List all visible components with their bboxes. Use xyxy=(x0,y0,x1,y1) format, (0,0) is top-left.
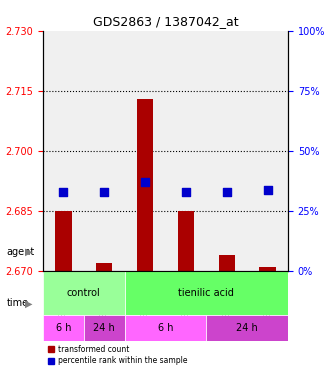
Bar xyxy=(96,263,113,271)
Text: 6 h: 6 h xyxy=(158,323,173,333)
Point xyxy=(142,179,148,185)
FancyBboxPatch shape xyxy=(84,315,125,341)
Point xyxy=(61,189,66,195)
Legend: transformed count, percentile rank within the sample: transformed count, percentile rank withi… xyxy=(47,345,188,366)
Text: ▶: ▶ xyxy=(25,298,32,308)
Text: agent: agent xyxy=(7,247,35,257)
Text: tienilic acid: tienilic acid xyxy=(178,288,234,298)
Bar xyxy=(137,99,153,271)
FancyBboxPatch shape xyxy=(125,271,288,315)
Bar xyxy=(178,211,194,271)
Point xyxy=(102,189,107,195)
FancyBboxPatch shape xyxy=(43,271,125,315)
Bar xyxy=(55,211,71,271)
Bar xyxy=(260,267,276,271)
Text: 24 h: 24 h xyxy=(236,323,258,333)
Text: 24 h: 24 h xyxy=(93,323,115,333)
Text: 6 h: 6 h xyxy=(56,323,71,333)
FancyBboxPatch shape xyxy=(125,315,206,341)
Text: control: control xyxy=(67,288,101,298)
FancyBboxPatch shape xyxy=(206,315,288,341)
Text: ▶: ▶ xyxy=(25,247,32,257)
FancyBboxPatch shape xyxy=(43,315,84,341)
Text: time: time xyxy=(7,298,29,308)
Point xyxy=(224,189,229,195)
Text: GDS2863 / 1387042_at: GDS2863 / 1387042_at xyxy=(93,15,238,28)
Point xyxy=(265,187,270,193)
Bar xyxy=(218,255,235,271)
Point xyxy=(183,189,189,195)
